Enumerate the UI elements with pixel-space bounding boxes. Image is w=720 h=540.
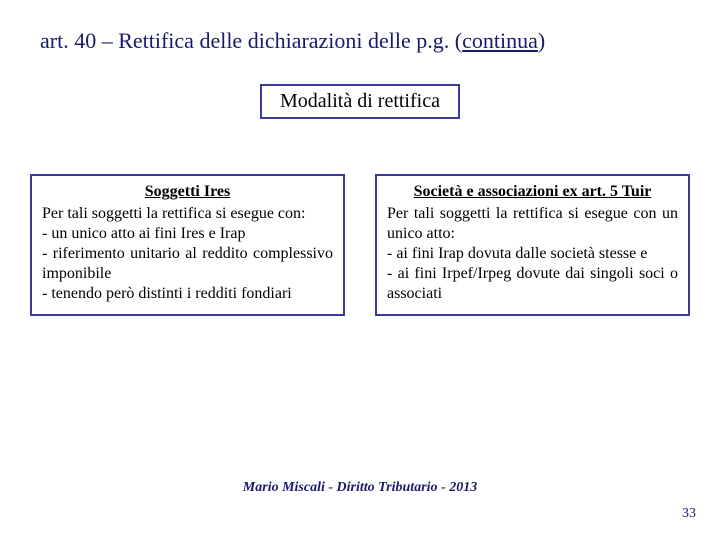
title-continua: continua <box>462 28 538 53</box>
left-heading: Soggetti Ires <box>42 182 333 202</box>
right-heading: Società e associazioni ex art. 5 Tuir <box>387 182 678 202</box>
center-box-text: Modalità di rettifica <box>280 90 440 112</box>
left-box: Soggetti Ires Per tali soggetti la retti… <box>30 174 345 316</box>
right-box: Società e associazioni ex art. 5 Tuir Pe… <box>375 174 690 316</box>
columns-row: Soggetti Ires Per tali soggetti la retti… <box>30 174 690 316</box>
slide-title: art. 40 – Rettifica delle dichiarazioni … <box>40 28 690 54</box>
title-paren-close: ) <box>538 28 545 53</box>
footer-text: Mario Miscali - Diritto Tributario - 201… <box>0 480 720 496</box>
slide-container: art. 40 – Rettifica delle dichiarazioni … <box>0 0 720 540</box>
left-body: Per tali soggetti la rettifica si esegue… <box>42 204 333 304</box>
page-number: 33 <box>682 506 696 522</box>
title-main: art. 40 – Rettifica delle dichiarazioni … <box>40 28 455 53</box>
right-body: Per tali soggetti la rettifica si esegue… <box>387 204 678 304</box>
center-box: Modalità di rettifica <box>260 84 460 119</box>
